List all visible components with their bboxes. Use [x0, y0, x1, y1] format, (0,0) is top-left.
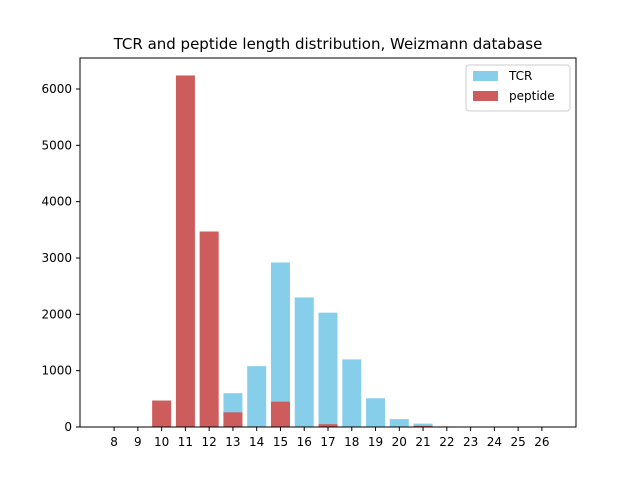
x-tick-label-22: 22	[439, 435, 454, 449]
x-tick-label-13: 13	[225, 435, 240, 449]
y-tick-label-4000: 4000	[41, 195, 72, 209]
x-tick-label-23: 23	[463, 435, 478, 449]
bar-peptide-17	[318, 424, 338, 427]
x-tick-label-15: 15	[273, 435, 288, 449]
chart-title: TCR and peptide length distribution, Wei…	[113, 35, 543, 53]
bar-tcr-17	[318, 312, 338, 427]
bar-tcr-16	[294, 297, 314, 427]
y-tick-label-1000: 1000	[41, 364, 72, 378]
bar-tcr-19	[366, 398, 386, 427]
x-tick-label-18: 18	[344, 435, 359, 449]
x-tick-label-26: 26	[534, 435, 549, 449]
bar-peptide-15	[270, 401, 290, 427]
legend-swatch-tcr	[473, 71, 498, 81]
y-tick-label-6000: 6000	[41, 82, 72, 96]
x-tick-label-19: 19	[368, 435, 383, 449]
y-tick-label-0: 0	[64, 420, 72, 434]
bar-peptide-12	[199, 231, 219, 427]
bar-peptide-13	[223, 412, 243, 427]
bar-peptide-10	[152, 400, 172, 427]
legend-label-tcr: TCR	[508, 69, 532, 83]
x-tick-label-16: 16	[297, 435, 312, 449]
y-tick-label-2000: 2000	[41, 307, 72, 321]
x-tick-label-11: 11	[178, 435, 193, 449]
y-axis: 0 1000 2000 3000 4000 5000 6000	[41, 82, 80, 434]
x-tick-label-24: 24	[487, 435, 502, 449]
x-tick-label-17: 17	[320, 435, 335, 449]
legend: TCR peptide	[465, 64, 571, 112]
x-tick-label-8: 8	[110, 435, 118, 449]
bar-tcr-21	[413, 423, 433, 427]
legend-label-peptide: peptide	[509, 89, 555, 103]
x-tick-label-25: 25	[510, 435, 525, 449]
bar-tcr-15	[270, 262, 290, 427]
bar-tcr-20	[389, 419, 409, 427]
legend-swatch-peptide	[473, 91, 498, 101]
x-tick-label-12: 12	[202, 435, 217, 449]
bar-peptide-21	[413, 425, 433, 427]
bars-group	[152, 75, 457, 428]
bar-tcr-14	[247, 366, 267, 427]
bar-peptide-11	[175, 75, 195, 428]
x-tick-label-20: 20	[392, 435, 407, 449]
y-tick-label-5000: 5000	[41, 138, 72, 152]
y-tick-label-3000: 3000	[41, 251, 72, 265]
x-tick-label-9: 9	[134, 435, 142, 449]
x-tick-label-14: 14	[249, 435, 264, 449]
x-tick-label-21: 21	[415, 435, 430, 449]
x-axis: 8 9 10 11 12 13 14 15 16 17 18 19 20 21 22 23 24 25 26	[110, 427, 550, 449]
x-tick-label-10: 10	[154, 435, 169, 449]
bar-tcr-18	[342, 359, 362, 427]
